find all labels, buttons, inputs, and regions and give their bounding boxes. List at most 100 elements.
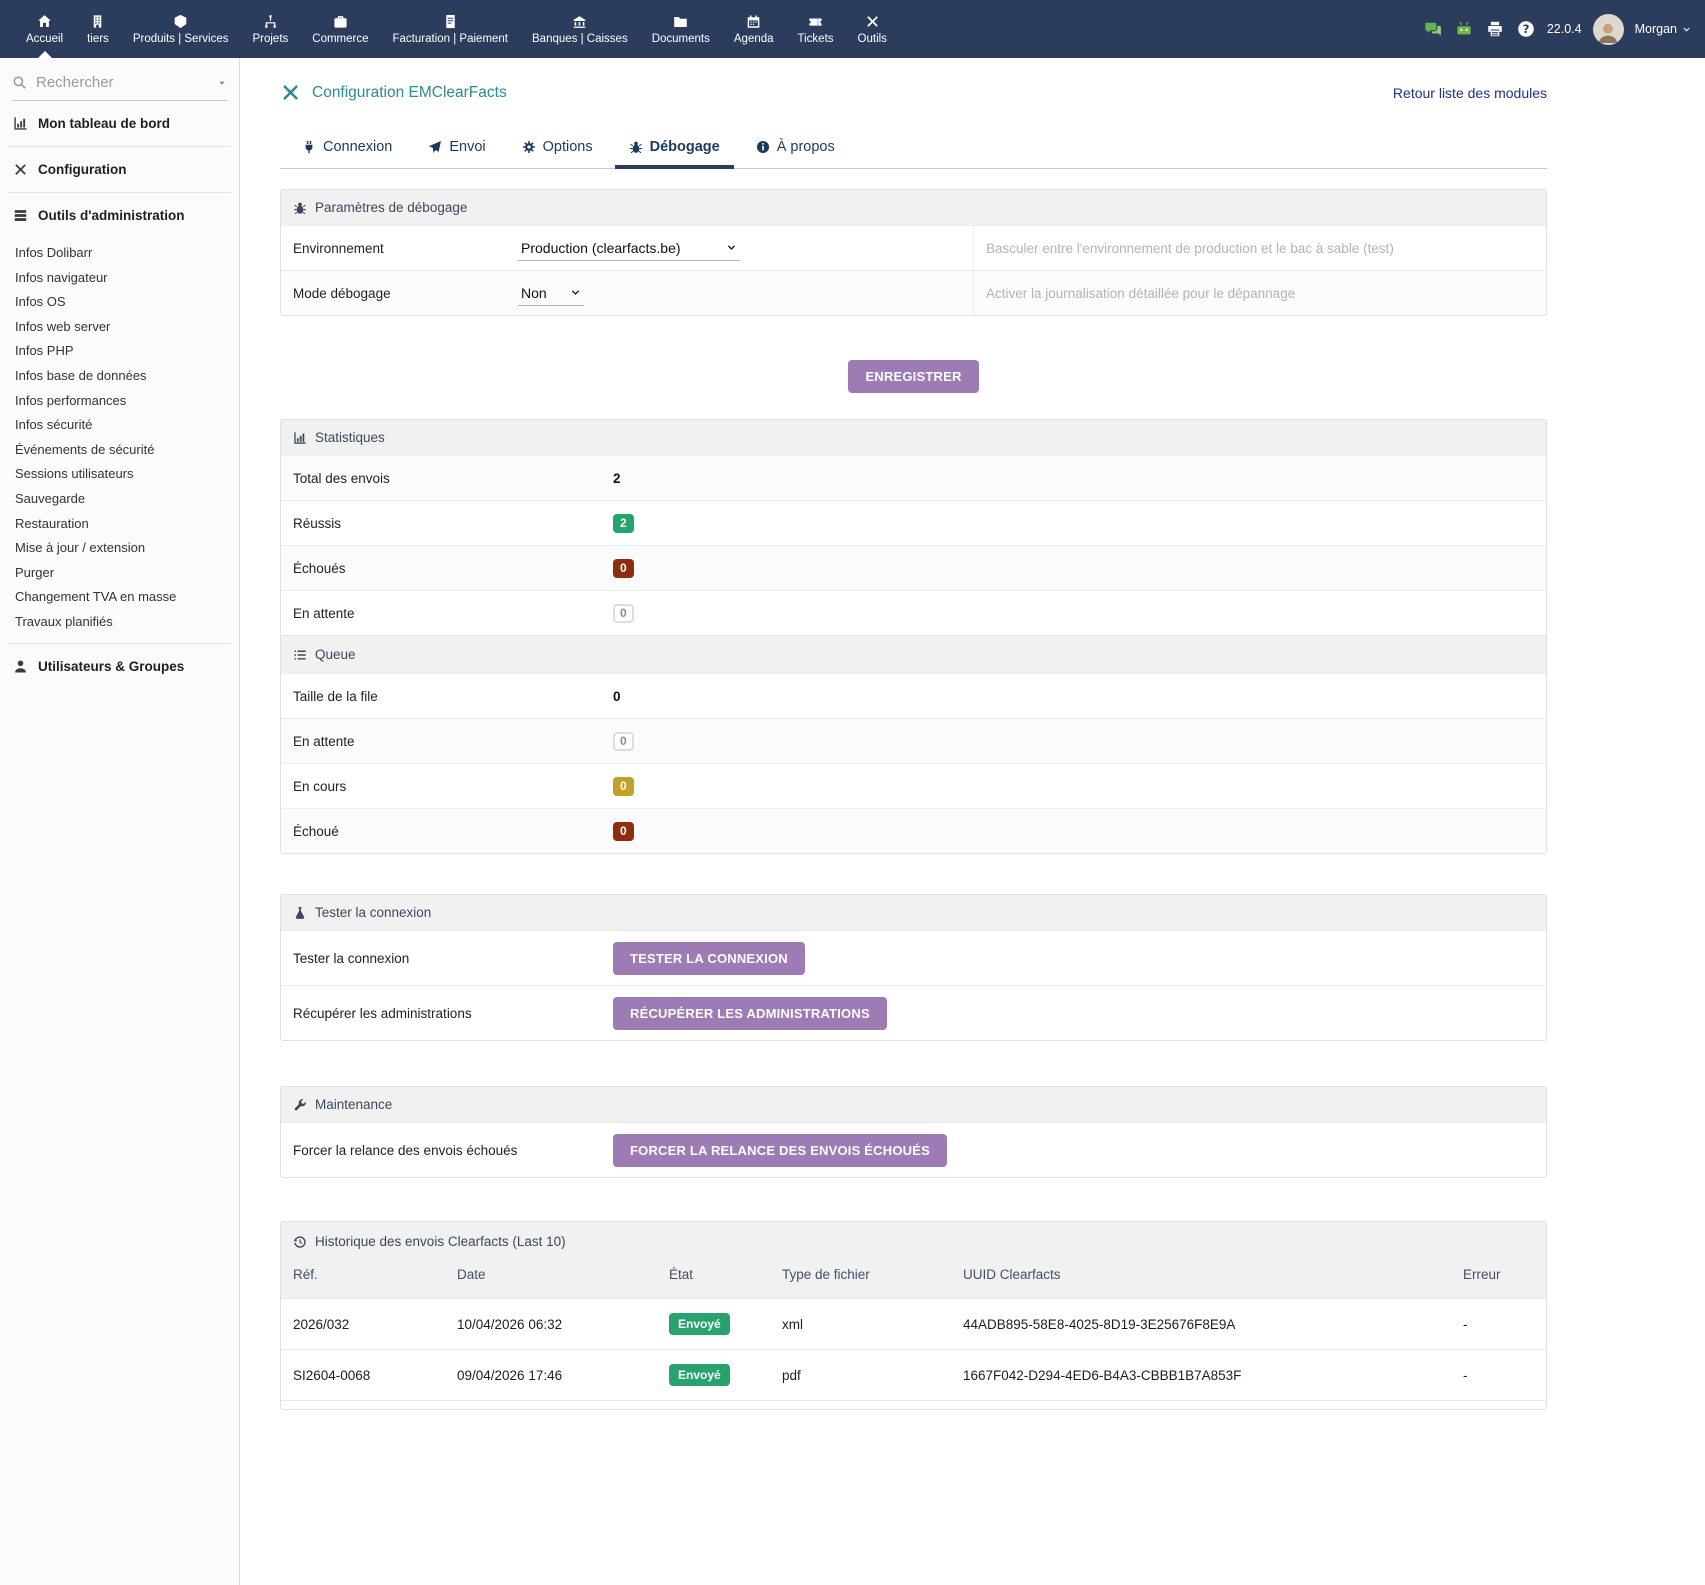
debug-mode-select[interactable]: Non [518, 281, 584, 306]
search-input[interactable]: Rechercher [12, 74, 227, 101]
nav-item-tools[interactable]: Outils [846, 0, 899, 58]
sidebar-item-infos-securite[interactable]: Infos sécurité [15, 417, 93, 433]
avatar[interactable] [1592, 13, 1624, 45]
nav-item-projects[interactable]: Projets [240, 0, 300, 58]
cell-date: 10/04/2026 06:32 [457, 1316, 563, 1332]
sidebar-item-infos-db[interactable]: Infos base de données [15, 367, 147, 383]
history-card: Historique des envois Clearfacts (Last 1… [280, 1221, 1547, 1410]
chat-button[interactable] [1423, 19, 1443, 39]
connection-test-header: Tester la connexion [281, 895, 1546, 930]
sidebar-item-dashboard[interactable]: Mon tableau de bord [0, 101, 239, 146]
sidebar-item-evenements-securite[interactable]: Événements de sécurité [15, 441, 155, 457]
fetch-administrations-button[interactable]: RÉCUPÉRER LES ADMINISTRATIONS [613, 996, 887, 1030]
stat-label: En cours [293, 778, 347, 794]
environment-select[interactable]: Production (clearfacts.be) [518, 236, 740, 261]
status-badge: Envoyé [669, 1313, 730, 1335]
nav-label: Commerce [312, 32, 369, 45]
sidebar-item-users-groups[interactable]: Utilisateurs & Groupes [0, 644, 239, 689]
select-value: Production (clearfacts.be) [521, 239, 681, 256]
cell-ref: SI2604-0068 [293, 1367, 371, 1383]
sidebar-item-infos-php[interactable]: Infos PHP [15, 343, 74, 359]
stat-row-success: Réussis 2 [281, 500, 1546, 545]
stat-label: Échoués [293, 560, 346, 576]
table-row: 2026/032 10/04/2026 06:32 Envoyé xml 44A… [281, 1298, 1546, 1349]
sidebar-item-purger[interactable]: Purger [15, 564, 55, 580]
field-help-text: Basculer entre l'environnement de produc… [973, 226, 1546, 270]
sidebar-item-tva-masse[interactable]: Changement TVA en masse [15, 589, 177, 605]
tab-options[interactable]: Options [508, 131, 607, 168]
queue-row-failed: Échoué 0 [281, 808, 1546, 853]
sidebar-item-configuration[interactable]: Configuration [0, 147, 239, 192]
search-caret-icon [217, 78, 227, 88]
stat-label: En attente [293, 733, 355, 749]
sidebar-item-infos-performances[interactable]: Infos performances [15, 392, 127, 408]
tab-envoi[interactable]: Envoi [414, 131, 499, 168]
back-to-modules-link[interactable]: Retour liste des modules [1392, 84, 1547, 101]
force-retry-button[interactable]: FORCER LA RELANCE DES ENVOIS ÉCHOUÉS [613, 1133, 947, 1167]
queue-row-pending: En attente 0 [281, 718, 1546, 763]
divider [8, 192, 231, 193]
bot-button[interactable] [1454, 19, 1474, 39]
user-menu[interactable]: Morgan [1635, 22, 1691, 36]
nav-item-agenda[interactable]: Agenda [722, 0, 786, 58]
nav-label: Banques | Caisses [532, 32, 628, 45]
card-title: Tester la connexion [315, 905, 432, 920]
sidebar-item-infos-web-server[interactable]: Infos web server [15, 318, 111, 334]
action-label: Récupérer les administrations [293, 1005, 472, 1021]
cell-error: - [1463, 1367, 1468, 1383]
history-column-headers: Réf. Date État Type de fichier UUID Clea… [281, 1263, 1546, 1296]
field-label: Environnement [293, 240, 384, 256]
nav-item-products[interactable]: Produits | Services [121, 0, 241, 58]
subheader-title: Queue [315, 647, 356, 662]
chevron-down-icon [726, 242, 737, 253]
user-icon [13, 659, 28, 674]
stat-label: En attente [293, 605, 355, 621]
row-test-connection: Tester la connexion TESTER LA CONNEXION [281, 930, 1546, 985]
sidebar-item-admin-tools[interactable]: Outils d'administration [0, 193, 239, 238]
col-ref: Réf. [293, 1267, 318, 1282]
sidebar-item-infos-navigateur[interactable]: Infos navigateur [15, 269, 108, 285]
nav-label: Produits | Services [132, 32, 229, 45]
print-button[interactable] [1485, 19, 1505, 39]
tab-bar: Connexion Envoi Options Débogage À propo… [280, 131, 1547, 169]
col-etat: État [669, 1267, 694, 1282]
status-badge: 0 [613, 558, 634, 578]
nav-item-home[interactable]: Accueil [14, 0, 75, 58]
tab-debogage[interactable]: Débogage [614, 131, 734, 169]
sidebar-label: Mon tableau de bord [38, 116, 171, 131]
sidebar-item-restauration[interactable]: Restauration [15, 515, 89, 531]
bar-chart-icon [13, 116, 28, 131]
stat-row-total: Total des envois 2 [281, 455, 1546, 500]
queue-row-running: En cours 0 [281, 763, 1546, 808]
nav-item-commerce[interactable]: Commerce [300, 0, 380, 58]
form-row-environment: Environnement Production (clearfacts.be)… [281, 225, 1546, 270]
bank-icon [572, 14, 587, 29]
history-icon [293, 1235, 307, 1249]
tab-label: Envoi [449, 139, 486, 155]
nav-item-documents[interactable]: Documents [640, 0, 722, 58]
test-connection-button[interactable]: TESTER LA CONNEXION [613, 941, 805, 975]
sidebar-item-sessions[interactable]: Sessions utilisateurs [15, 466, 134, 482]
search-placeholder: Rechercher [36, 74, 114, 91]
sidebar-item-mise-a-jour[interactable]: Mise à jour / extension [15, 540, 146, 556]
nav-item-banks[interactable]: Banques | Caisses [520, 0, 640, 58]
chevron-down-icon [1682, 25, 1691, 34]
queue-subheader: Queue [281, 635, 1546, 673]
connection-test-card: Tester la connexion Tester la connexion … [280, 894, 1547, 1041]
save-button[interactable]: ENREGISTRER [848, 360, 979, 393]
nav-item-billing[interactable]: Facturation | Paiement [381, 0, 521, 58]
nav-item-thirdparties[interactable]: tiers [75, 0, 121, 58]
help-button[interactable] [1516, 19, 1536, 39]
wrench-icon [293, 1098, 307, 1112]
tab-connexion[interactable]: Connexion [288, 131, 406, 168]
tab-a-propos[interactable]: À propos [742, 131, 849, 168]
sidebar-item-sauvegarde[interactable]: Sauvegarde [15, 490, 86, 506]
sidebar-item-travaux-planifies[interactable]: Travaux planifiés [15, 613, 113, 629]
nav-item-tickets[interactable]: Tickets [786, 0, 846, 58]
status-badge: 0 [613, 731, 634, 751]
sidebar-item-infos-os[interactable]: Infos OS [15, 294, 66, 310]
status-badge: 2 [613, 513, 634, 533]
info-icon [756, 140, 770, 154]
field-label: Mode débogage [293, 285, 391, 301]
sidebar-item-infos-dolibarr[interactable]: Infos Dolibarr [15, 245, 93, 260]
